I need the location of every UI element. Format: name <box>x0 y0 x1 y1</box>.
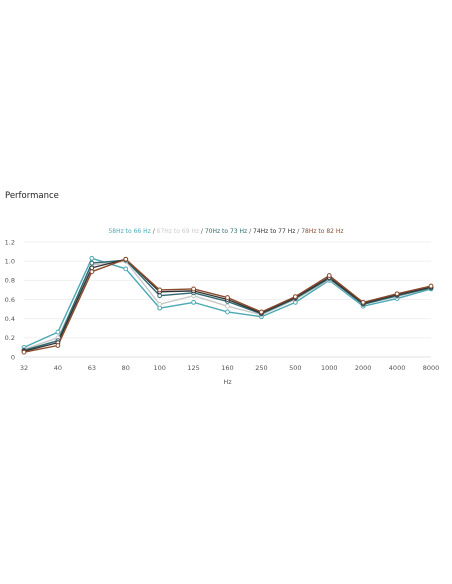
x-axis-title: Hz <box>223 378 232 386</box>
data-point[interactable] <box>292 294 298 300</box>
data-point[interactable] <box>157 293 163 299</box>
data-point[interactable] <box>55 329 61 335</box>
legend-item[interactable]: 67Hz to 69 Hz <box>156 228 199 235</box>
x-tick-label: 4000 <box>389 364 406 372</box>
x-tick-label: 1000 <box>321 364 338 372</box>
data-point[interactable] <box>21 349 27 355</box>
data-point[interactable] <box>89 255 95 261</box>
data-point[interactable] <box>157 287 163 293</box>
x-tick-label: 160 <box>221 364 233 372</box>
x-tick-label: 125 <box>187 364 199 372</box>
data-point[interactable] <box>191 299 196 305</box>
legend-separator: / <box>247 228 254 235</box>
data-point[interactable] <box>89 269 95 275</box>
data-point[interactable] <box>89 265 95 271</box>
data-point[interactable] <box>428 283 434 289</box>
data-point[interactable] <box>89 260 95 266</box>
y-tick-label: 0.2 <box>5 334 15 342</box>
y-tick-label: 0 <box>11 353 15 361</box>
x-tick-label: 80 <box>122 364 130 372</box>
data-point[interactable] <box>191 286 196 292</box>
data-point[interactable] <box>225 303 230 309</box>
data-point[interactable] <box>157 301 163 307</box>
y-tick-label: 0.6 <box>5 296 15 304</box>
legend-separator: / <box>150 228 157 235</box>
x-tick-label: 40 <box>54 364 62 372</box>
x-tick-label: 32 <box>20 364 28 372</box>
x-tick-label: 500 <box>289 364 301 372</box>
legend-item[interactable]: 78Hz to 82 Hz <box>301 228 344 235</box>
data-point[interactable] <box>225 295 230 300</box>
y-tick-label: 0.4 <box>5 315 15 323</box>
x-tick-label: 250 <box>255 364 267 372</box>
chart-legend: 58Hz to 66 Hz / 67Hz to 69 Hz / 70Hz to … <box>0 228 452 235</box>
data-point[interactable] <box>55 343 61 348</box>
data-point[interactable] <box>360 299 366 305</box>
legend-separator: / <box>295 228 302 235</box>
x-tick-label: 63 <box>88 364 96 372</box>
x-tick-label: 2000 <box>355 364 372 372</box>
y-tick-label: 1.2 <box>5 238 15 246</box>
section-title: Performance <box>5 191 59 201</box>
y-tick-label: 1.0 <box>5 257 15 265</box>
y-tick-label: 0.8 <box>5 277 15 285</box>
x-tick-label: 100 <box>153 364 165 372</box>
data-point[interactable] <box>394 291 400 297</box>
data-point[interactable] <box>123 266 129 272</box>
data-point[interactable] <box>326 273 332 278</box>
data-point[interactable] <box>259 309 264 315</box>
legend-separator: / <box>198 228 205 235</box>
legend-item[interactable]: 70Hz to 73 Hz <box>204 228 248 235</box>
data-point[interactable] <box>123 256 129 262</box>
data-point[interactable] <box>157 305 163 311</box>
legend-item[interactable]: 74Hz to 77 Hz <box>253 228 296 235</box>
legend-item[interactable]: 58Hz to 66 Hz <box>108 228 151 235</box>
x-tick-label: 8000 <box>423 364 440 372</box>
data-point[interactable] <box>225 309 230 315</box>
